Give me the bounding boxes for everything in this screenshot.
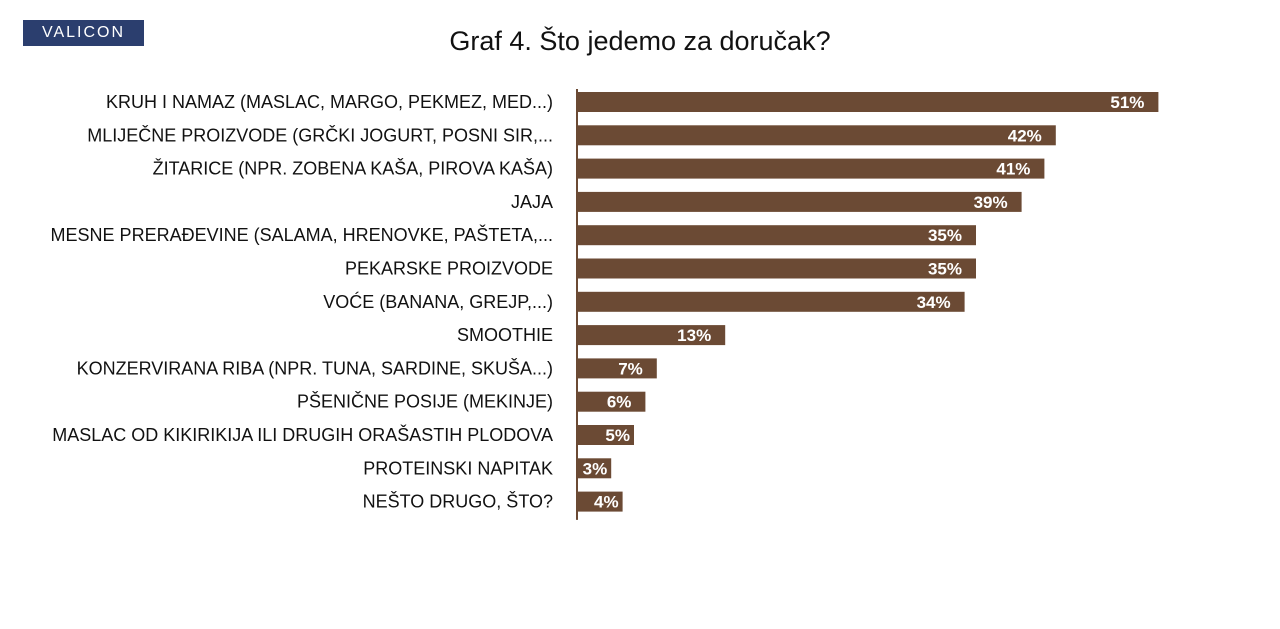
category-label: VOĆE (BANANA, GREJP,...) <box>323 291 553 312</box>
bar <box>577 92 1159 112</box>
data-label: 13% <box>677 326 711 345</box>
bar <box>577 491 623 512</box>
bar <box>577 425 634 445</box>
bar <box>577 291 965 312</box>
bar <box>577 325 726 346</box>
bar <box>577 391 646 412</box>
category-label: SMOOTHIE <box>457 325 553 345</box>
data-label: 35% <box>928 226 962 245</box>
data-label: 51% <box>1110 93 1144 112</box>
category-label: ŽITARICE (NPR. ZOBENA KAŠA, PIROVA KAŠA) <box>153 158 553 179</box>
data-label: 41% <box>996 160 1030 179</box>
category-label: NEŠTO DRUGO, ŠTO? <box>363 491 553 512</box>
category-label: PROTEINSKI NAPITAK <box>363 458 553 478</box>
bar <box>577 125 1056 146</box>
bar <box>577 191 1022 212</box>
data-label: 35% <box>928 260 962 279</box>
category-label: MLIJEČNE PROIZVODE (GRČKI JOGURT, POSNI … <box>87 124 553 145</box>
data-label: 4% <box>594 493 619 512</box>
bar <box>577 158 1045 179</box>
valicon-logo: VALICON <box>23 20 144 46</box>
category-label: PEKARSKE PROIZVODE <box>345 259 553 279</box>
category-label: MESNE PRERAĐEVINE (SALAMA, HRENOVKE, PAŠ… <box>51 224 553 245</box>
bar <box>577 458 612 479</box>
data-label: 3% <box>583 459 608 478</box>
chart-title: Graf 4. Što jedemo za doručak? <box>449 26 831 56</box>
bar <box>577 258 976 279</box>
data-label: 7% <box>618 359 643 378</box>
data-label: 34% <box>917 293 951 312</box>
category-label: PŠENIČNE POSIJE (MEKINJE) <box>297 391 553 412</box>
data-label: 39% <box>974 193 1008 212</box>
category-label: KONZERVIRANA RIBA (NPR. TUNA, SARDINE, S… <box>77 357 553 378</box>
bar <box>577 225 976 246</box>
category-label: JAJA <box>511 192 553 212</box>
category-label: MASLAC OD KIKIRIKIJA ILI DRUGIH ORAŠASTI… <box>52 424 553 445</box>
data-label: 6% <box>607 393 632 412</box>
bar <box>577 358 657 379</box>
data-label: 5% <box>605 426 630 445</box>
data-label: 42% <box>1008 126 1042 145</box>
category-label: KRUH I NAMAZ (MASLAC, MARGO, PEKMEZ, MED… <box>106 92 553 112</box>
